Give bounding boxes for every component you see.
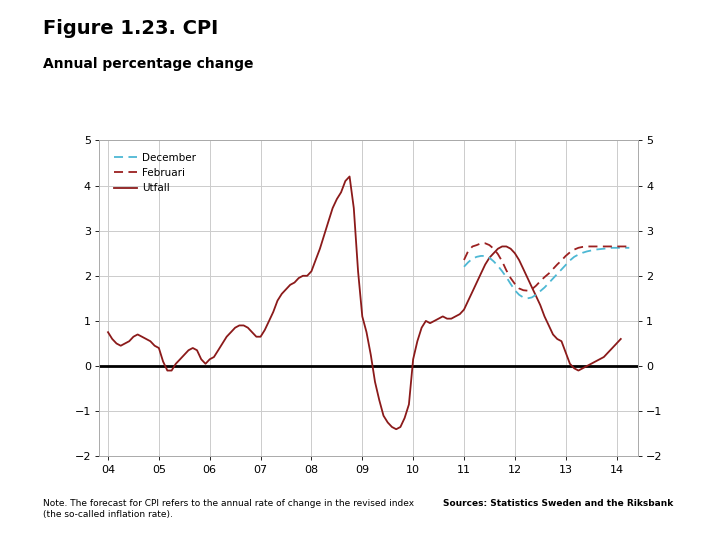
Text: Sources: Statistics Sweden and the Riksbank: Sources: Statistics Sweden and the Riksb… <box>443 500 673 509</box>
Text: Annual percentage change: Annual percentage change <box>43 57 253 71</box>
Text: Note. The forecast for CPI refers to the annual rate of change in the revised in: Note. The forecast for CPI refers to the… <box>43 500 414 519</box>
Text: Figure 1.23. CPI: Figure 1.23. CPI <box>43 19 218 38</box>
Text: SVERIGES
RIKSBANK: SVERIGES RIKSBANK <box>641 49 680 63</box>
Legend: December, Februari, Utfall: December, Februari, Utfall <box>110 148 200 198</box>
